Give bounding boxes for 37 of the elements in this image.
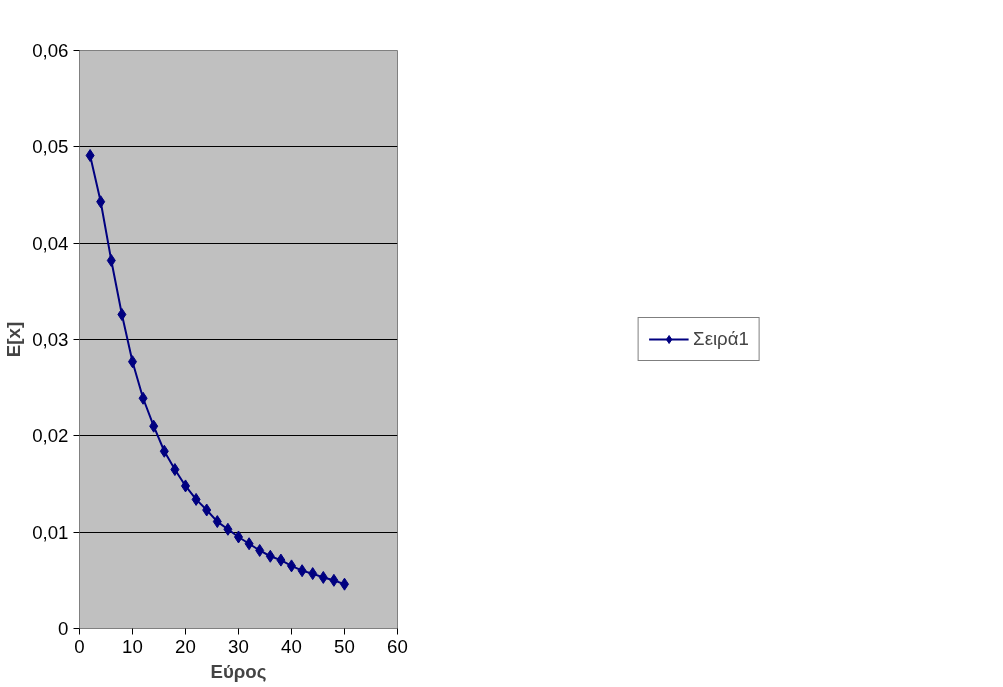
x-tick-label: 0 xyxy=(74,635,85,657)
x-axis-title: Εύρος xyxy=(210,660,267,682)
point xyxy=(96,195,106,209)
point xyxy=(106,254,116,268)
point xyxy=(255,543,265,557)
point xyxy=(244,537,254,551)
x-tick-label: 40 xyxy=(281,635,302,657)
point xyxy=(170,463,180,477)
point xyxy=(265,549,275,563)
point xyxy=(308,567,318,581)
point xyxy=(138,391,148,405)
y-axis-title: E[x] xyxy=(3,321,25,358)
point xyxy=(297,564,307,578)
y-tick-label: 0,06 xyxy=(32,40,69,61)
y-tick-label: 0,04 xyxy=(32,232,69,254)
point xyxy=(212,515,222,529)
point xyxy=(149,419,159,433)
y-tick-label: 0,03 xyxy=(32,329,69,350)
point xyxy=(191,492,201,506)
y-tick-label: 0,02 xyxy=(32,425,69,447)
point xyxy=(329,573,339,587)
point xyxy=(85,149,95,162)
y-tick-label: 0 xyxy=(58,618,69,639)
x-tick-label: 30 xyxy=(228,635,249,657)
point xyxy=(159,444,169,458)
point xyxy=(117,307,127,321)
x-tick-label: 60 xyxy=(387,635,408,657)
x-tick-label: 50 xyxy=(334,635,355,657)
x-tick-label: 20 xyxy=(175,635,196,657)
x-tick-label: 10 xyxy=(122,635,143,657)
point xyxy=(202,503,212,517)
point xyxy=(318,570,328,584)
point xyxy=(223,522,233,536)
legend-label: Σειρά1 xyxy=(693,328,749,350)
point xyxy=(276,553,286,567)
y-tick-label: 0,05 xyxy=(32,136,69,158)
y-tick-label: 0,01 xyxy=(32,521,69,543)
